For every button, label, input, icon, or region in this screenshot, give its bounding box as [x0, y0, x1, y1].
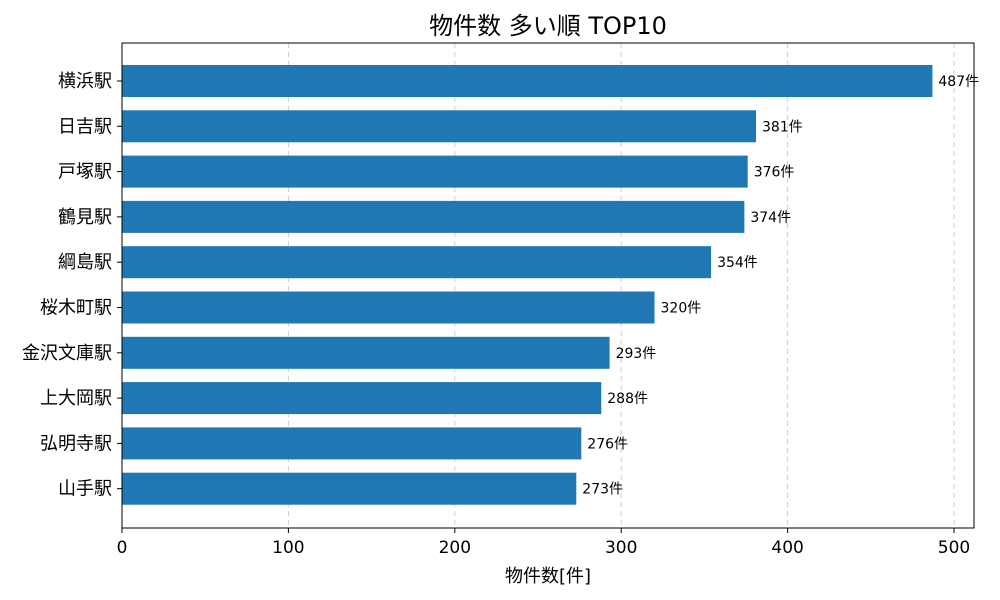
category-label: 桜木町駅 — [40, 298, 112, 319]
x-axis-label: 物件数[件] — [505, 566, 591, 587]
chart-title: 物件数 多い順 TOP10 — [429, 12, 667, 40]
bar — [122, 427, 582, 460]
bar — [122, 65, 933, 97]
category-label: 上大岡駅 — [40, 388, 112, 409]
category-label: 山手駅 — [58, 479, 112, 500]
value-axis: 0 100 200 300 400 500 — [117, 528, 970, 558]
data-label: 487件 — [938, 74, 979, 90]
bar — [122, 336, 610, 369]
category-label: 鶴見駅 — [58, 207, 112, 228]
x-tick-label: 200 — [439, 538, 471, 558]
category-label: 金沢文庫駅 — [22, 343, 112, 364]
data-label: 276件 — [587, 436, 628, 452]
data-label: 273件 — [582, 482, 623, 498]
data-label: 293件 — [616, 346, 657, 362]
category-label: 弘明寺駅 — [40, 433, 112, 454]
data-label: 320件 — [661, 301, 702, 317]
category-label: 横浜駅 — [58, 71, 112, 92]
plot-frame — [121, 42, 975, 529]
x-tick-label: 400 — [771, 538, 803, 558]
bar — [122, 155, 748, 188]
bar — [122, 200, 745, 233]
bar — [122, 110, 757, 143]
data-label: 354件 — [717, 255, 758, 271]
data-label: 374件 — [750, 210, 791, 226]
category-label: 綱島駅 — [58, 252, 112, 273]
x-tick-label: 0 — [117, 538, 128, 558]
x-tick-label: 300 — [605, 538, 637, 558]
data-labels: 487件 381件 376件 374件 354件 320件 293件 288件 276件 273件 — [582, 74, 979, 498]
category-label: 日吉駅 — [58, 116, 112, 137]
data-label: 288件 — [607, 391, 648, 407]
bar — [122, 291, 655, 324]
data-label: 381件 — [762, 119, 803, 135]
data-label: 376件 — [754, 165, 795, 181]
x-tick-label: 500 — [938, 538, 970, 558]
category-label: 戸塚駅 — [58, 162, 112, 183]
bar — [122, 382, 602, 415]
x-tick-label: 100 — [272, 538, 304, 558]
bar — [122, 246, 712, 279]
bar — [122, 472, 577, 505]
bars — [122, 65, 933, 505]
